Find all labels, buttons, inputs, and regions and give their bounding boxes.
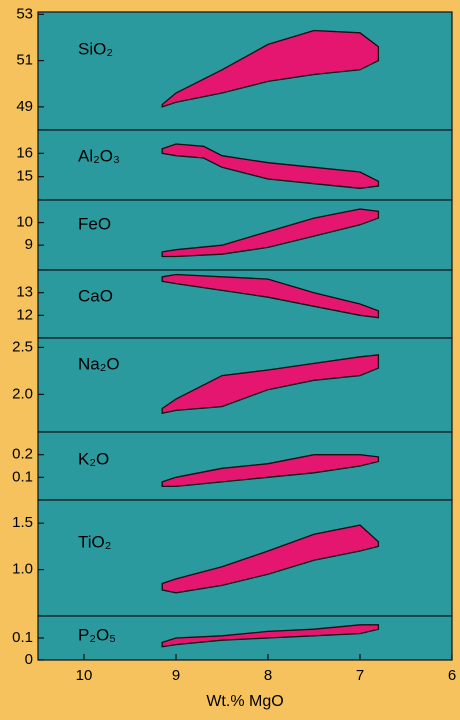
y-tick-label: 0.2 [12, 446, 33, 463]
panel [37, 199, 453, 271]
x-tick-label: 8 [264, 667, 272, 684]
panel [37, 499, 453, 617]
y-tick-label: 13 [16, 284, 33, 301]
y-tick-label: 1.0 [12, 561, 33, 578]
panel-label: Al₂O₃ [78, 146, 120, 165]
y-tick-label: 0 [25, 651, 33, 668]
y-tick-label: 0.1 [12, 468, 33, 485]
x-tick-label: 9 [172, 667, 180, 684]
panel-label: SiO₂ [78, 39, 113, 58]
panel-label: P₂O₅ [78, 625, 116, 644]
panel-label: K₂O [78, 449, 109, 468]
y-tick-label: 49 [16, 98, 33, 115]
x-axis-label: Wt.% MgO [206, 693, 283, 710]
panel-label: Na₂O [78, 354, 120, 373]
y-tick-label: 1.5 [12, 514, 33, 531]
field [161, 454, 380, 488]
panel-label: CaO [78, 286, 113, 305]
field [161, 143, 380, 189]
panel-label: FeO [78, 214, 111, 233]
field [161, 624, 380, 648]
field [161, 208, 380, 258]
y-tick-label: 9 [25, 236, 33, 253]
field [161, 354, 380, 414]
field [161, 524, 380, 594]
y-tick-label: 16 [16, 144, 33, 161]
x-tick-label: 10 [76, 667, 93, 684]
y-tick-label: 0.1 [12, 629, 33, 646]
panel-label: TiO₂ [78, 532, 111, 551]
x-tick-label: 6 [448, 667, 456, 684]
y-tick-label: 2.0 [12, 385, 33, 402]
y-tick-label: 51 [16, 52, 33, 69]
y-tick-label: 12 [16, 306, 33, 323]
x-tick-label: 7 [356, 667, 364, 684]
y-tick-label: 53 [16, 5, 33, 22]
y-tick-label: 15 [16, 168, 33, 185]
field [161, 29, 380, 108]
field [161, 273, 380, 319]
y-tick-label: 2.5 [12, 338, 33, 355]
y-tick-label: 10 [16, 214, 33, 231]
